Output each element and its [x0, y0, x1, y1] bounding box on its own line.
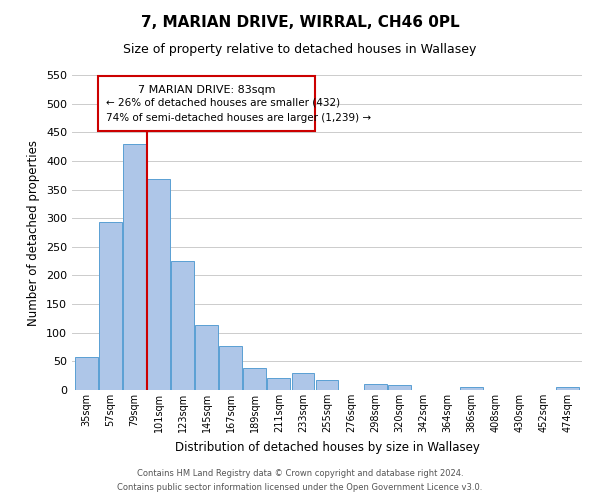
Bar: [171, 260, 194, 390]
Text: 7 MARIAN DRIVE: 83sqm: 7 MARIAN DRIVE: 83sqm: [138, 84, 275, 94]
Bar: [244, 368, 266, 390]
Bar: [316, 380, 338, 390]
Bar: [292, 374, 314, 390]
Text: Contains HM Land Registry data © Crown copyright and database right 2024.: Contains HM Land Registry data © Crown c…: [137, 468, 463, 477]
Text: Contains public sector information licensed under the Open Government Licence v3: Contains public sector information licen…: [118, 484, 482, 492]
Bar: [556, 387, 579, 390]
X-axis label: Distribution of detached houses by size in Wallasey: Distribution of detached houses by size …: [175, 440, 479, 454]
Bar: [123, 144, 146, 390]
Text: 74% of semi-detached houses are larger (1,239) →: 74% of semi-detached houses are larger (…: [106, 114, 371, 124]
Y-axis label: Number of detached properties: Number of detached properties: [28, 140, 40, 326]
Bar: [364, 384, 386, 390]
Text: Size of property relative to detached houses in Wallasey: Size of property relative to detached ho…: [124, 42, 476, 56]
Bar: [268, 378, 290, 390]
Bar: [99, 222, 122, 390]
Text: ← 26% of detached houses are smaller (432): ← 26% of detached houses are smaller (43…: [106, 98, 340, 108]
Bar: [460, 386, 483, 390]
Bar: [220, 346, 242, 390]
Text: 7, MARIAN DRIVE, WIRRAL, CH46 0PL: 7, MARIAN DRIVE, WIRRAL, CH46 0PL: [140, 15, 460, 30]
Bar: [75, 358, 98, 390]
Bar: [388, 385, 410, 390]
Bar: [98, 76, 315, 130]
Bar: [195, 326, 218, 390]
Bar: [147, 179, 170, 390]
